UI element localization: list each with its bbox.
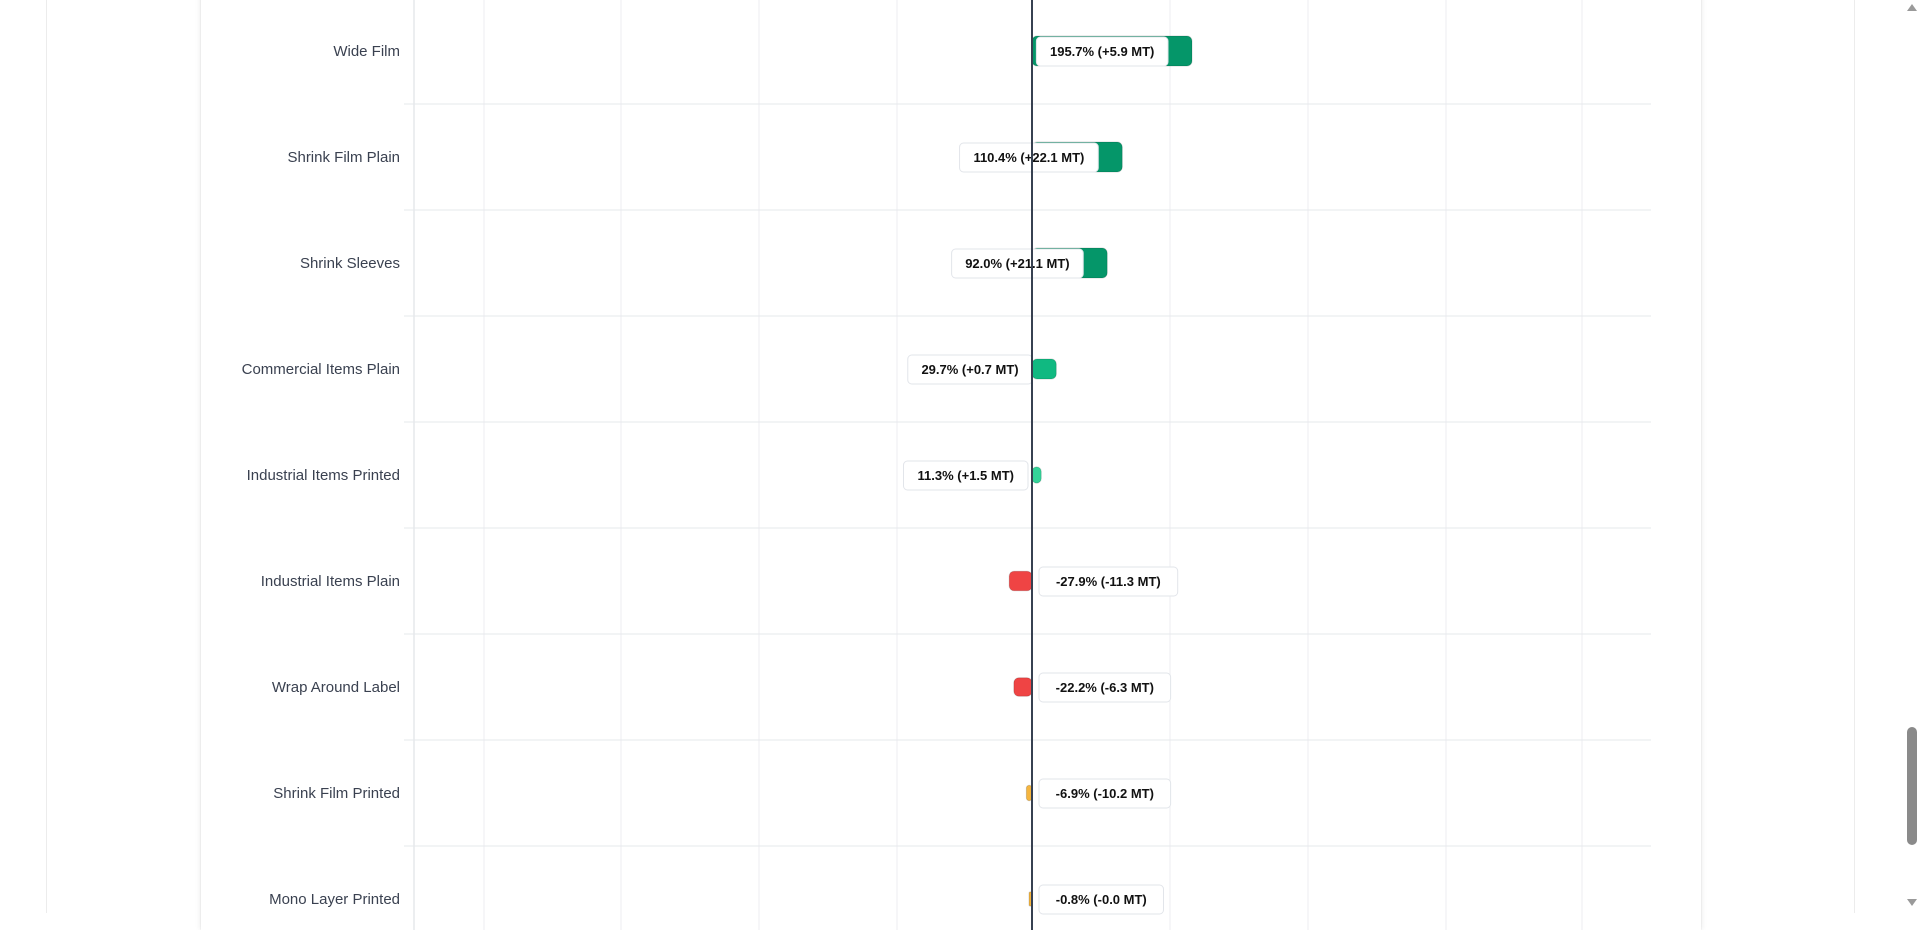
page-guide-line-left [46,0,47,913]
bar [1013,677,1033,697]
category-label: Wide Film [333,43,400,60]
value-label-box [1035,36,1169,67]
scrollbar-thumb[interactable] [1907,727,1917,845]
value-label: 29.7% (+0.7 MT) [921,362,1018,377]
value-label-box [951,248,1084,279]
category-label: Commercial Items Plain [242,361,400,378]
category-label: Shrink Film Plain [287,149,400,166]
bar [1031,358,1057,380]
value-label: -22.2% (-6.3 MT) [1056,680,1154,695]
value-label: 195.7% (+5.9 MT) [1050,44,1154,59]
bar [1031,466,1042,484]
value-label-box [1038,566,1179,597]
category-label: Mono Layer Printed [269,891,400,908]
value-label-box [903,460,1029,491]
category-label: Shrink Sleeves [300,255,400,272]
value-label: -6.9% (-10.2 MT) [1056,786,1154,801]
value-label-box [1038,778,1172,809]
vertical-scrollbar[interactable] [1904,0,1920,913]
category-label: Industrial Items Plain [261,573,400,590]
category-label: Wrap Around Label [272,679,400,696]
category-label: Industrial Items Printed [247,467,400,484]
value-label: 92.0% (+21.1 MT) [965,256,1069,271]
page-guide-line-right [1854,0,1855,913]
value-label: -0.8% (-0.0 MT) [1056,892,1147,907]
value-label: -27.9% (-11.3 MT) [1056,574,1161,589]
bar [1008,570,1033,592]
chart-card: Wide Film 195.7% (+5.9 MT) Shrink Film Pla… [201,0,1701,930]
value-label: 110.4% (+22.1 MT) [973,150,1084,165]
growth-bar-chart: Wide Film 195.7% (+5.9 MT) Shrink Film Pla… [242,0,1651,930]
value-label-box [1038,672,1172,703]
scroll-up-arrow-icon[interactable] [1907,4,1917,11]
value-label-box [959,142,1099,173]
scroll-down-arrow-icon[interactable] [1907,899,1917,906]
category-label: Shrink Film Printed [273,785,400,802]
value-label: 11.3% (+1.5 MT) [918,468,1014,483]
